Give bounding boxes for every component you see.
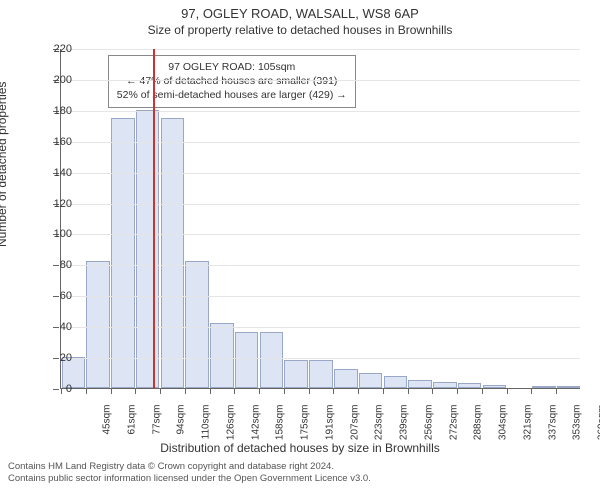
bar xyxy=(235,332,259,388)
x-tick-label: 110sqm xyxy=(201,405,212,455)
x-tick xyxy=(482,388,483,394)
gridline xyxy=(61,111,580,112)
x-tick-label: 61sqm xyxy=(126,405,137,455)
x-tick-label: 272sqm xyxy=(448,405,459,455)
y-tick-label: 20 xyxy=(44,352,72,364)
bar xyxy=(86,261,110,388)
x-tick-label: 321sqm xyxy=(522,405,533,455)
x-tick-label: 304sqm xyxy=(498,405,509,455)
bar xyxy=(210,323,234,388)
x-tick xyxy=(86,388,87,394)
bar xyxy=(384,376,408,388)
gridline xyxy=(61,234,580,235)
bar xyxy=(458,383,482,388)
x-tick xyxy=(383,388,384,394)
x-tick-label: 288sqm xyxy=(473,405,484,455)
bar xyxy=(111,118,135,388)
y-tick-label: 100 xyxy=(44,228,72,240)
x-tick-label: 191sqm xyxy=(324,405,335,455)
gridline xyxy=(61,358,580,359)
y-tick-label: 40 xyxy=(44,321,72,333)
x-tick xyxy=(185,388,186,394)
gridline xyxy=(61,296,580,297)
x-tick xyxy=(135,388,136,394)
footer-line-1: Contains HM Land Registry data © Crown c… xyxy=(8,461,592,473)
bar xyxy=(260,332,284,388)
y-tick-label: 220 xyxy=(44,43,72,55)
x-tick-label: 45sqm xyxy=(102,405,113,455)
gridline xyxy=(61,80,580,81)
y-tick-label: 80 xyxy=(44,259,72,271)
bar xyxy=(408,380,432,388)
x-tick xyxy=(111,388,112,394)
x-tick-label: 207sqm xyxy=(349,405,360,455)
bar xyxy=(433,382,457,388)
x-tick-label: 353sqm xyxy=(572,405,583,455)
x-tick xyxy=(234,388,235,394)
y-axis-label: Number of detached properties xyxy=(0,82,9,247)
bar xyxy=(532,386,556,388)
x-tick-label: 239sqm xyxy=(399,405,410,455)
y-tick-label: 140 xyxy=(44,167,72,179)
page-subtitle: Size of property relative to detached ho… xyxy=(0,23,600,37)
gridline xyxy=(61,173,580,174)
bar xyxy=(309,360,333,388)
bar xyxy=(161,118,185,388)
y-tick-label: 0 xyxy=(44,383,72,395)
plot-area: 97 OGLEY ROAD: 105sqm ← 47% of detached … xyxy=(60,49,580,389)
x-tick xyxy=(556,388,557,394)
x-tick xyxy=(408,388,409,394)
footer-line-2: Contains public sector information licen… xyxy=(8,473,592,485)
y-tick-label: 60 xyxy=(44,290,72,302)
x-tick xyxy=(333,388,334,394)
y-tick-label: 160 xyxy=(44,136,72,148)
info-line-2: ← 47% of detached houses are smaller (39… xyxy=(117,74,347,88)
x-tick-label: 126sqm xyxy=(225,405,236,455)
gridline xyxy=(61,204,580,205)
bar xyxy=(334,369,358,388)
x-tick-label: 256sqm xyxy=(423,405,434,455)
x-tick xyxy=(507,388,508,394)
x-tick xyxy=(358,388,359,394)
x-tick xyxy=(432,388,433,394)
x-tick xyxy=(160,388,161,394)
x-tick-label: 142sqm xyxy=(250,405,261,455)
bar xyxy=(136,110,160,388)
x-tick xyxy=(284,388,285,394)
x-tick xyxy=(309,388,310,394)
info-line-1: 97 OGLEY ROAD: 105sqm xyxy=(117,60,347,74)
x-tick-label: 94sqm xyxy=(176,405,187,455)
page-title: 97, OGLEY ROAD, WALSALL, WS8 6AP xyxy=(0,6,600,21)
info-box: 97 OGLEY ROAD: 105sqm ← 47% of detached … xyxy=(108,55,356,108)
bar xyxy=(557,386,581,388)
gridline xyxy=(61,265,580,266)
marker-line xyxy=(153,49,155,388)
y-tick-label: 120 xyxy=(44,198,72,210)
x-tick-label: 77sqm xyxy=(151,405,162,455)
x-tick xyxy=(531,388,532,394)
y-tick-label: 180 xyxy=(44,105,72,117)
x-tick-label: 158sqm xyxy=(275,405,286,455)
gridline xyxy=(61,49,580,50)
bar xyxy=(284,360,308,388)
bar xyxy=(483,385,507,388)
gridline xyxy=(61,142,580,143)
x-tick xyxy=(457,388,458,394)
bar xyxy=(359,373,383,388)
x-tick-label: 337sqm xyxy=(547,405,558,455)
chart-container: Number of detached properties 97 OGLEY R… xyxy=(0,37,600,457)
bar xyxy=(185,261,209,388)
gridline xyxy=(61,327,580,328)
x-tick xyxy=(210,388,211,394)
x-tick xyxy=(259,388,260,394)
y-tick-label: 200 xyxy=(44,74,72,86)
x-tick-label: 223sqm xyxy=(374,405,385,455)
info-line-3: 52% of semi-detached houses are larger (… xyxy=(117,88,347,102)
x-tick-label: 175sqm xyxy=(300,405,311,455)
footer: Contains HM Land Registry data © Crown c… xyxy=(0,457,600,486)
